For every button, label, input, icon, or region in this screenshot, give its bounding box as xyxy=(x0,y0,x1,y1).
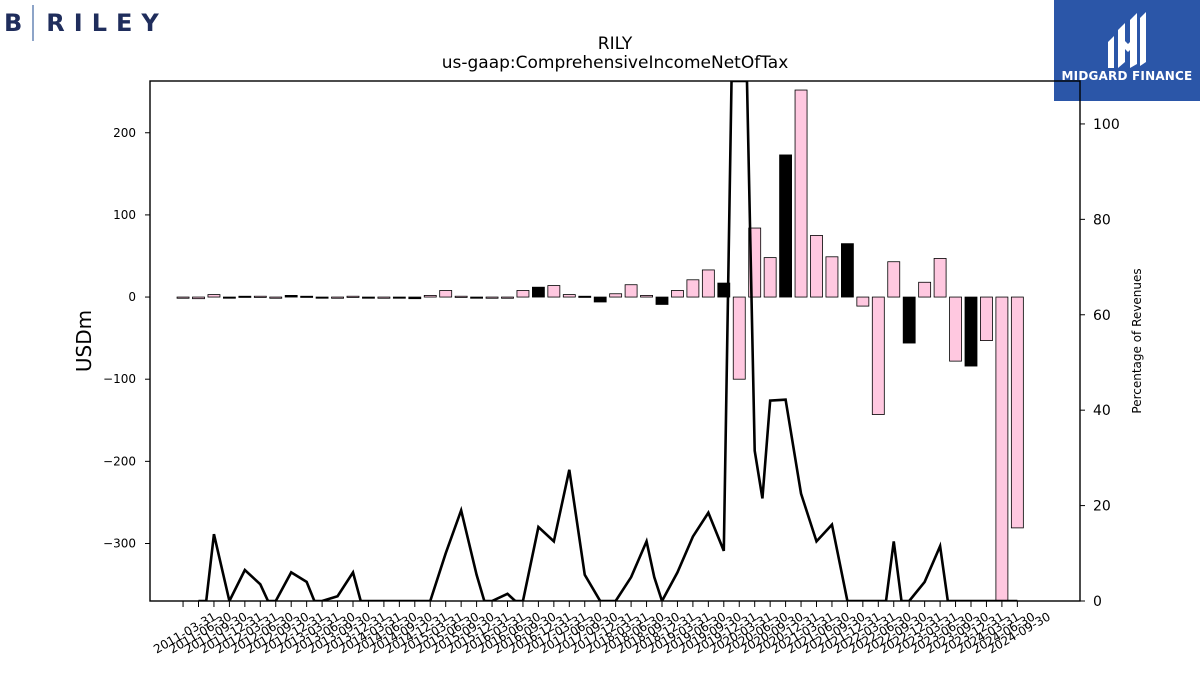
bar-2017-12-31 xyxy=(593,296,607,303)
percentage-of-revenues-line xyxy=(198,81,1018,601)
y2-axis-label: Percentage of Revenues xyxy=(1130,268,1144,413)
bar-2017-09-30 xyxy=(578,295,592,298)
bar-2021-06-30 xyxy=(810,235,823,298)
bar-2012-12-31 xyxy=(284,295,298,298)
bar-2022-03-31 xyxy=(856,296,870,307)
b-riley-logo: B RILEY xyxy=(4,4,168,42)
bar-2023-09-30 xyxy=(949,296,962,362)
bar-2021-12-31 xyxy=(841,243,854,298)
bar-2011-03-31 xyxy=(176,296,190,299)
bar-2023-12-31 xyxy=(964,296,978,367)
bar-2012-09-30 xyxy=(269,296,283,299)
bar-2022-09-30 xyxy=(887,261,901,298)
bar-2020-03-31 xyxy=(732,296,746,380)
y2-tick-label: 20 xyxy=(1093,499,1111,515)
y-tick-label: 200 xyxy=(113,126,136,140)
bar-2014-09-30 xyxy=(392,296,406,299)
logo-divider xyxy=(32,5,35,41)
bar-2015-12-31 xyxy=(470,296,484,299)
logo-wordmark: RILEY xyxy=(46,9,168,37)
bar-2022-06-30 xyxy=(871,296,885,415)
bar-2013-12-31 xyxy=(346,295,360,298)
bar-2013-06-30 xyxy=(315,296,329,299)
chart-title: RILY xyxy=(598,34,633,54)
bar-2016-03-31 xyxy=(485,296,499,299)
bar-2011-12-31 xyxy=(222,296,236,299)
bar-2015-03-31 xyxy=(423,295,437,298)
bar-2018-06-30 xyxy=(624,284,638,298)
bar-2011-09-30 xyxy=(207,294,221,298)
bar-2015-09-30 xyxy=(454,295,468,298)
bar-2014-06-30 xyxy=(377,296,391,299)
plot-frame xyxy=(149,80,1081,602)
midgard-finance-logo: MIDGARD FINANCE xyxy=(1054,0,1200,101)
bar-2024-06-30 xyxy=(995,296,1009,602)
bar-2016-09-30 xyxy=(516,290,530,298)
y2-tick-label: 100 xyxy=(1093,117,1120,133)
bar-2019-03-31 xyxy=(671,290,684,298)
bar-2016-06-30 xyxy=(501,296,514,299)
bar-2021-09-30 xyxy=(825,256,839,298)
bar-2024-09-30 xyxy=(1010,296,1024,529)
bar-2022-12-31 xyxy=(902,296,916,344)
midgard-logo-text: MIDGARD FINANCE xyxy=(1061,69,1193,83)
y-tick-label: −100 xyxy=(103,372,136,386)
y-tick-label: 100 xyxy=(113,208,136,222)
y2-tick-label: 60 xyxy=(1093,308,1111,324)
bar-2017-03-31 xyxy=(547,285,561,298)
bars-group xyxy=(176,89,1024,602)
bar-2013-09-30 xyxy=(331,296,344,299)
bar-2023-06-30 xyxy=(933,258,947,298)
bar-2012-06-30 xyxy=(253,295,267,298)
bar-2023-03-31 xyxy=(918,281,932,298)
logo-letter: B xyxy=(4,9,23,37)
bar-2018-03-31 xyxy=(609,293,623,298)
bar-2019-06-30 xyxy=(686,279,700,298)
y2-tick-label: 80 xyxy=(1093,212,1111,228)
bar-2018-12-31 xyxy=(655,296,669,305)
bar-2021-03-31 xyxy=(794,89,808,298)
y2-tick-label: 0 xyxy=(1093,594,1102,610)
bar-2011-06-30 xyxy=(192,296,205,300)
bar-2014-03-31 xyxy=(362,296,375,299)
bar-2020-12-31 xyxy=(779,154,792,298)
bar-2012-03-31 xyxy=(238,295,252,298)
y2-tick-label: 40 xyxy=(1093,403,1111,419)
y-tick-label: 0 xyxy=(128,290,136,304)
bar-2018-09-30 xyxy=(640,295,653,298)
y-tick-label: −300 xyxy=(103,536,136,550)
bar-2017-06-30 xyxy=(562,294,576,298)
y-tick-label: −200 xyxy=(103,454,136,468)
bar-2024-03-31 xyxy=(980,296,993,341)
percentage-line-group xyxy=(198,81,1018,601)
bar-2014-12-31 xyxy=(408,296,422,300)
y-axis-label: USDm xyxy=(72,310,96,372)
bar-2013-03-31 xyxy=(300,295,314,298)
midgard-logo-icon xyxy=(1108,12,1146,68)
bar-2020-09-30 xyxy=(763,257,777,298)
y-ticks-group: 200 100 0 −100 −200 −300 xyxy=(103,126,150,550)
bar-2016-12-31 xyxy=(532,286,545,298)
chart-subtitle: us-gaap:ComprehensiveIncomeNetOfTax xyxy=(442,53,789,73)
y2-ticks-group: 0 20 40 60 80 100 xyxy=(1080,117,1120,610)
bar-2019-09-30 xyxy=(701,269,715,298)
bar-2015-06-30 xyxy=(439,290,453,298)
x-ticks-group: 2011-03-312011-06-302011-09-302011-12-31… xyxy=(151,601,1053,656)
